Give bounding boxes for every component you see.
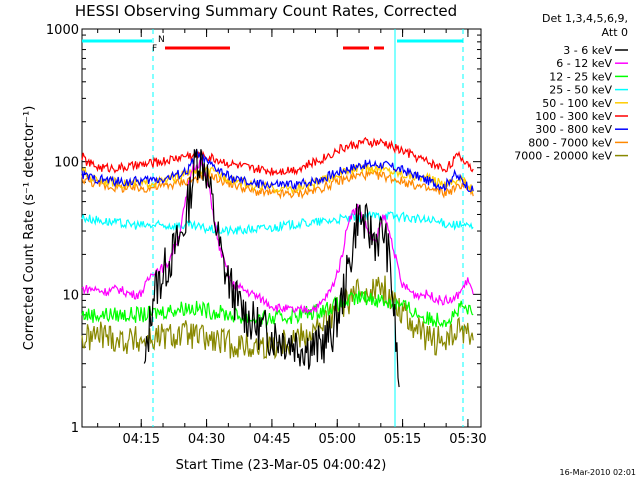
series-line: [81, 290, 474, 329]
legend-label: 800 - 7000 keV: [528, 136, 612, 149]
series-line: [81, 210, 474, 237]
series-line: [81, 149, 474, 193]
series-layer: [81, 136, 474, 388]
legend-label: 300 - 800 keV: [535, 123, 612, 136]
timestamp: 16-Mar-2010 02:01: [560, 468, 637, 477]
legend-label: 100 - 300 keV: [535, 110, 612, 123]
series-line: [81, 161, 474, 195]
y-axis: 1 10 100 1000: [46, 23, 481, 436]
flag-f-label: F: [152, 44, 157, 54]
legend-label: 25 - 50 keV: [549, 84, 612, 97]
series-line: [143, 148, 400, 388]
legend-title-line2: Att 0: [602, 26, 628, 39]
x-tick-label: 05:30: [449, 432, 486, 447]
legend-label: 7000 - 20000 keV: [514, 150, 612, 163]
legend-title-line1: Det 1,3,4,5,6,9,: [542, 12, 628, 25]
event-markers: NF: [82, 29, 464, 427]
plot-frame: [81, 28, 482, 428]
x-tick-label: 04:45: [253, 432, 290, 447]
legend-label: 12 - 25 keV: [549, 70, 612, 83]
chart-title: HESSI Observing Summary Count Rates, Cor…: [75, 2, 457, 20]
y-tick-label: 10: [62, 288, 79, 303]
flag-n-label: N: [158, 35, 165, 45]
y-tick-label: 1: [71, 421, 79, 436]
y-axis-label: Corrected Count Rate (s⁻¹ detector⁻¹): [22, 106, 37, 351]
legend-label: 6 - 12 keV: [556, 57, 612, 70]
x-axis-label: Start Time (23-Mar-05 04:00:42): [176, 458, 387, 473]
y-tick-label: 100: [54, 156, 79, 171]
x-tick-label: 05:00: [319, 432, 356, 447]
series-line: [81, 136, 474, 177]
x-tick-label: 05:15: [384, 432, 421, 447]
x-axis: 04:15 04:30 04:45 05:00 05:15 05:30: [97, 29, 487, 447]
series-line: [81, 159, 474, 314]
legend-label: 3 - 6 keV: [563, 44, 612, 57]
x-tick-label: 04:15: [123, 432, 160, 447]
x-tick-label: 04:30: [188, 432, 225, 447]
series-line: [81, 169, 474, 200]
series-line: [81, 275, 474, 360]
legend-label: 50 - 100 keV: [542, 97, 612, 110]
y-tick-label: 1000: [46, 23, 79, 38]
